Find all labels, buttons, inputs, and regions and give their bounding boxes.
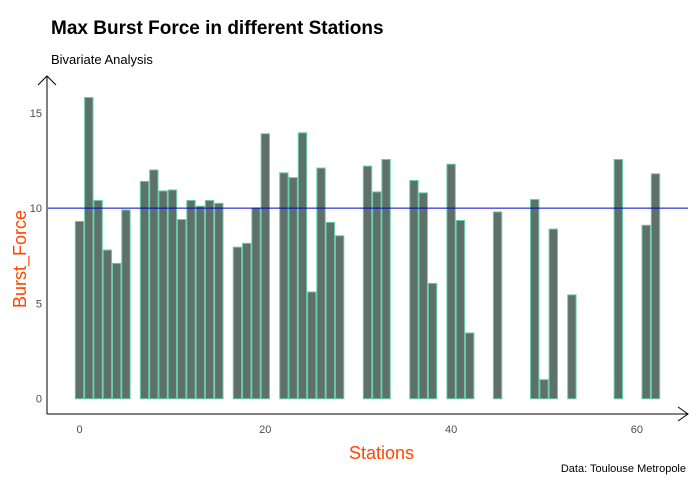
bar-station-26	[316, 167, 326, 400]
bar-station-22	[279, 172, 289, 400]
bar-station-62	[650, 173, 661, 400]
bar-station-12	[186, 199, 196, 400]
y-tick-label: 15	[30, 108, 42, 120]
bar-station-5	[121, 209, 131, 400]
y-axis-arrow	[37, 75, 57, 414]
bars-group	[74, 97, 661, 400]
bar-station-15	[214, 202, 224, 400]
x-tick-label: 0	[76, 424, 82, 436]
bar-station-37	[418, 192, 428, 400]
bar-station-50	[539, 379, 549, 400]
y-tick-label: 0	[36, 394, 42, 406]
bar-station-11	[177, 219, 187, 400]
bar-station-51	[548, 228, 558, 400]
y-axis-title: Burst_Force	[10, 210, 31, 308]
bar-station-20	[260, 133, 270, 400]
bar-station-45	[492, 211, 503, 400]
bar-station-38	[427, 282, 438, 400]
bar-station-32	[372, 191, 382, 400]
bar-station-19	[251, 207, 261, 400]
x-tick-label: 20	[259, 424, 271, 436]
bar-station-42	[465, 332, 475, 400]
bar-station-31	[362, 165, 373, 400]
y-tick-labels: 0 5 10 15	[30, 108, 42, 406]
bar-station-14	[204, 199, 215, 400]
bar-station-28	[334, 235, 345, 400]
chart-subtitle: Bivariate Analysis	[51, 52, 153, 67]
chart-title: Max Burst Force in different Stations	[51, 18, 384, 39]
bar-station-0	[74, 220, 85, 400]
x-tick-labels: 0 20 40 60	[76, 424, 643, 436]
bar-station-8	[149, 169, 159, 400]
x-axis-arrow	[47, 406, 689, 422]
chart-caption: Data: Toulouse Metropole	[560, 463, 686, 475]
x-tick-label: 40	[445, 424, 457, 436]
bar-station-23	[288, 177, 298, 400]
bar-station-7	[139, 180, 150, 400]
bar-station-10	[167, 189, 178, 400]
x-tick-label: 60	[631, 424, 643, 436]
bar-station-1	[84, 97, 94, 400]
bar-station-40	[446, 163, 456, 400]
bar-station-3	[102, 249, 113, 400]
bar-station-41	[455, 220, 466, 400]
bar-station-36	[409, 179, 419, 400]
bar-station-33	[381, 158, 391, 400]
bar-station-25	[307, 291, 317, 400]
axes	[37, 75, 689, 422]
y-tick-label: 5	[36, 298, 42, 310]
bar-station-2	[93, 199, 103, 400]
x-axis-title: Stations	[349, 443, 414, 463]
bar-station-58	[613, 158, 624, 400]
bar-station-27	[325, 221, 336, 400]
bar-station-4	[111, 262, 122, 400]
bar-station-53	[567, 294, 577, 400]
y-tick-label: 10	[30, 203, 42, 215]
bar-station-49	[530, 199, 540, 400]
bar-station-9	[158, 190, 168, 400]
bar-station-18	[242, 242, 252, 400]
bar-station-17	[232, 246, 243, 400]
bar-station-13	[195, 205, 205, 400]
bar-station-61	[641, 224, 651, 400]
bar-station-24	[297, 132, 308, 400]
